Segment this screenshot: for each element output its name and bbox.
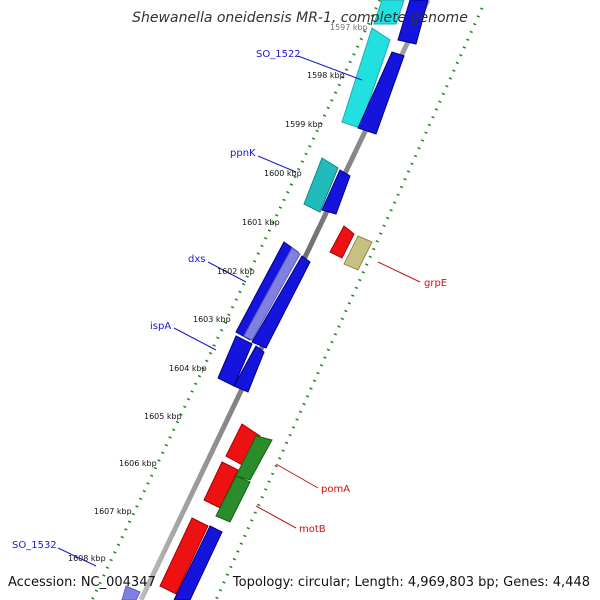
gene-labels: SO_1522 ppnK dxs ispA SO_1532 grpE pomA … xyxy=(12,49,447,551)
gene-so1532-lavender[interactable] xyxy=(121,585,141,600)
scale-label: 1598 kbp xyxy=(307,71,345,80)
gene-rev-so1522[interactable] xyxy=(357,51,405,135)
gene-label-ispa[interactable]: ispA xyxy=(150,321,171,332)
scale-label: 1602 kbp xyxy=(217,267,255,276)
gene-motb-a[interactable] xyxy=(235,435,273,481)
gene-rev-ispa[interactable] xyxy=(233,345,265,393)
gene-label-so1532[interactable]: SO_1532 xyxy=(12,540,57,551)
forward-strand-genes xyxy=(121,0,405,600)
scale-label: 1604 kbp xyxy=(169,364,207,373)
reverse-strand-genes xyxy=(173,0,429,600)
topology-text: Topology: circular; Length: 4,969,803 bp… xyxy=(232,575,590,590)
gene-so1522-top[interactable] xyxy=(373,0,405,25)
gene-grpe[interactable] xyxy=(343,235,373,271)
scale-label: 1606 kbp xyxy=(119,459,157,468)
scale-labels: 1597 kbp 1598 kbp 1599 kbp 1600 kbp 1601… xyxy=(68,23,368,563)
gene-dxs-overlap[interactable] xyxy=(243,247,301,341)
gene-label-motb[interactable]: motB xyxy=(299,524,326,535)
gene-so1532[interactable] xyxy=(159,517,209,595)
gene-label-poma[interactable]: pomA xyxy=(321,484,350,495)
gene-label-so1522[interactable]: SO_1522 xyxy=(256,49,301,60)
gene-rev-ppnk[interactable] xyxy=(321,169,351,215)
gene-label-grpe[interactable]: grpE xyxy=(424,278,447,289)
map-title: Shewanella oneidensis MR-1, complete gen… xyxy=(132,10,468,26)
gene-rev-dxs[interactable] xyxy=(251,255,311,349)
scale-label: 1605 kbp xyxy=(144,412,182,421)
scale-label: 1607 kbp xyxy=(94,507,132,516)
gene-label-dxs[interactable]: dxs xyxy=(188,254,205,265)
gene-ppnk[interactable] xyxy=(303,157,339,213)
leader-lines xyxy=(57,55,421,567)
scale-label: 1608 kbp xyxy=(68,554,106,563)
gene-label-ppnk[interactable]: ppnK xyxy=(230,148,256,159)
scale-label: 1603 kbp xyxy=(193,315,231,324)
scale-label: 1599 kbp xyxy=(285,120,323,129)
outer-scale-ring xyxy=(90,0,382,600)
scale-label: 1601 kbp xyxy=(242,218,280,227)
scale-label-partial: 1597 kbp xyxy=(330,23,368,32)
gene-rev-top[interactable] xyxy=(397,0,429,45)
gene-motb-b[interactable] xyxy=(215,475,251,523)
gene-rev-so1532[interactable] xyxy=(173,525,223,600)
accession-text: Accession: NC_004347 xyxy=(8,575,156,590)
gene-grpe-a[interactable] xyxy=(329,225,355,259)
scale-label: 1600 kbp xyxy=(264,169,302,178)
